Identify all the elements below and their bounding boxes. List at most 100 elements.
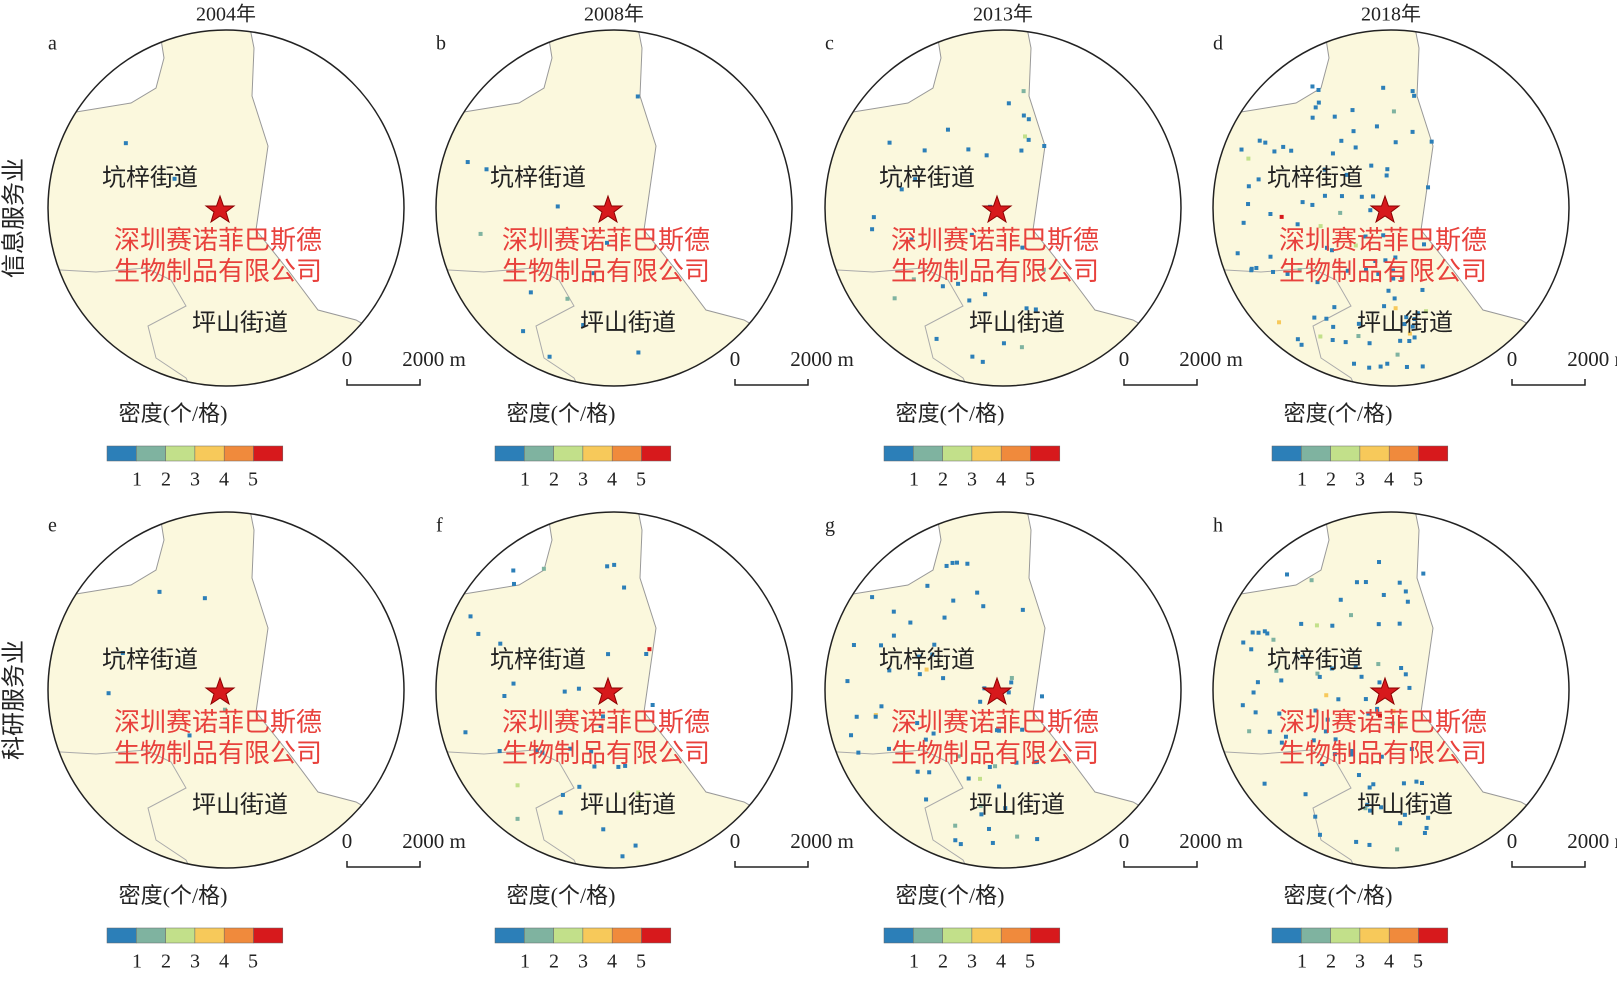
town-label: 坪山街道 [1357, 310, 1453, 337]
poi-cell [636, 350, 641, 355]
poi-cell [1262, 781, 1267, 786]
poi-cell [1386, 288, 1391, 293]
scale-end: 2000 m [402, 347, 466, 371]
poi-cell [870, 595, 875, 600]
legend-tick: 5 [1413, 951, 1423, 973]
poi-cell [1253, 710, 1258, 715]
poi-cell [1035, 759, 1040, 764]
poi-cell [606, 652, 611, 657]
poi-cell [990, 840, 995, 845]
poi-cell [1382, 304, 1387, 309]
poi-cell [1395, 352, 1400, 357]
legend-swatch [524, 445, 554, 462]
poi-cell [605, 240, 610, 245]
poi-cell [1385, 361, 1390, 366]
poi-cell [1404, 364, 1409, 369]
poi-cell [945, 127, 950, 132]
legend-swatch [641, 927, 672, 944]
legend-swatch [1301, 927, 1331, 944]
poi-cell [534, 748, 539, 753]
company-label: 深圳赛诺菲巴斯德 [502, 708, 710, 737]
poi-cell [1410, 89, 1415, 94]
legend-swatch [582, 445, 613, 462]
legend-swatch [1301, 445, 1331, 462]
poi-cell [1268, 212, 1273, 217]
map-area [436, 30, 792, 386]
poi-cell [1249, 268, 1254, 273]
poi-cell [908, 620, 913, 625]
panel-letter: d [1213, 33, 1223, 55]
poi-cell [978, 699, 983, 704]
company-star [1369, 194, 1401, 224]
poi-cell [924, 667, 929, 672]
poi-cell [951, 598, 956, 603]
poi-cell [1279, 740, 1284, 745]
poi-cell [886, 746, 891, 751]
poi-cell [1309, 578, 1314, 583]
legend-swatch [883, 445, 914, 462]
poi-cell [1363, 697, 1368, 702]
scale-start: 0 [1119, 829, 1130, 853]
poi-cell [993, 764, 998, 769]
scale-bar [1511, 861, 1586, 868]
poi-cell [1249, 647, 1254, 652]
poi-cell [1373, 259, 1378, 264]
poi-cell [1256, 630, 1261, 635]
poi-cell [592, 764, 597, 769]
poi-cell [1353, 665, 1358, 670]
poi-cell [1257, 138, 1262, 143]
column-header: 2008年 [584, 3, 644, 26]
poi-cell [1330, 338, 1335, 343]
poi-cell [887, 140, 892, 145]
map-boundary [824, 29, 1182, 387]
poi-cell [1381, 85, 1386, 90]
poi-cell [589, 749, 594, 754]
legend-swatch [1271, 927, 1302, 944]
panel-letter: f [436, 515, 443, 537]
panel-letter: g [825, 515, 835, 537]
poi-cell [1379, 805, 1384, 810]
legend-swatch [913, 445, 943, 462]
poi-cell [1424, 309, 1429, 314]
poi-cell [1310, 115, 1315, 120]
poi-cell [562, 689, 567, 694]
poi-cell [1026, 137, 1031, 142]
poi-cell [1246, 202, 1251, 207]
poi-cell [1339, 138, 1344, 143]
town-label: 坑梓街道 [879, 647, 975, 674]
poi-cell [1422, 830, 1427, 835]
poi-cell [956, 754, 961, 759]
legend-tick: 1 [909, 951, 919, 973]
poi-cell [871, 215, 876, 220]
poi-cell [123, 141, 128, 146]
scale-end: 2000 m [402, 829, 466, 853]
poi-cell [558, 810, 563, 815]
legend-tick: 4 [607, 951, 617, 973]
poi-cell [851, 643, 856, 648]
town-label: 坑梓街道 [490, 165, 586, 192]
poi-cell [1006, 101, 1011, 106]
legend-tick: 1 [520, 469, 530, 491]
poi-cell [1367, 785, 1372, 790]
poi-cell [568, 746, 573, 751]
poi-cell [924, 797, 929, 802]
poi-cell [967, 298, 972, 303]
poi-cell [1042, 144, 1047, 149]
poi-cell [983, 292, 988, 297]
poi-cell [650, 702, 655, 707]
poi-cell [1323, 729, 1328, 734]
poi-cell [953, 823, 958, 828]
company-star [592, 194, 624, 224]
poi-cell [1379, 754, 1384, 759]
legend-swatch [553, 445, 584, 462]
poi-cell [202, 596, 207, 601]
poi-cell [1410, 324, 1415, 329]
poi-cell [1426, 185, 1431, 190]
poi-cell [950, 560, 955, 565]
poi-cell [1351, 129, 1356, 134]
town-label: 坪山街道 [580, 310, 676, 337]
poi-cell [1246, 184, 1251, 189]
legend-swatch [942, 445, 973, 462]
legend-tick: 1 [1297, 951, 1307, 973]
